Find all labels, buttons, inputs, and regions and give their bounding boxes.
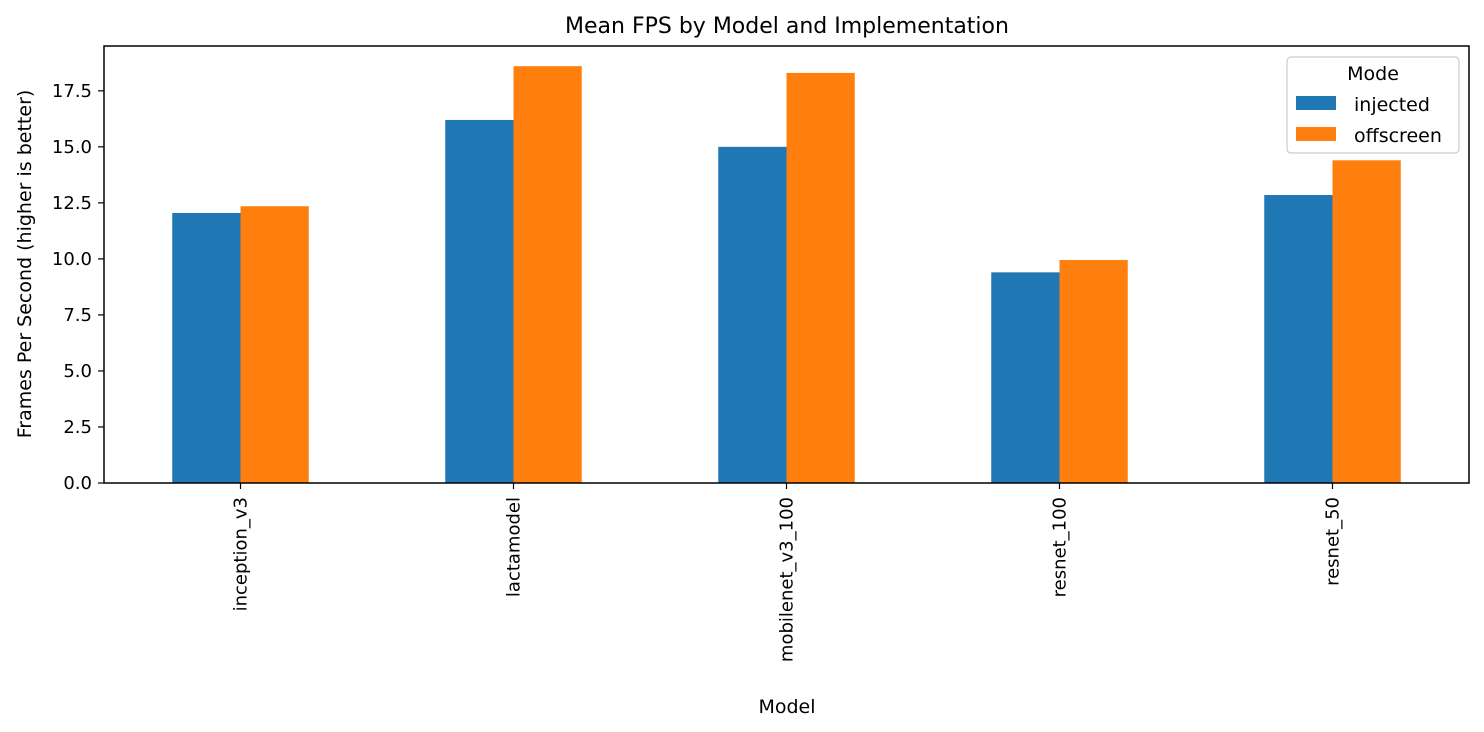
bars-group xyxy=(172,66,1401,484)
y-axis-label: Frames Per Second (higher is better) xyxy=(14,90,36,439)
x-axis-label: Model xyxy=(758,696,815,718)
y-tick-label: 0.0 xyxy=(63,473,92,494)
legend-label-injected: injected xyxy=(1354,94,1430,116)
bar-mobilenet_v3_100-offscreen xyxy=(786,72,855,484)
bar-resnet_100-offscreen xyxy=(1059,260,1128,483)
chart-title: Mean FPS by Model and Implementation xyxy=(565,14,1009,39)
y-tick-label: 15.0 xyxy=(52,137,92,158)
y-tick-label: 17.5 xyxy=(52,81,92,102)
y-tick-label: 12.5 xyxy=(52,193,92,214)
legend-swatch-injected xyxy=(1296,96,1336,110)
y-tick-label: 5.0 xyxy=(63,361,92,382)
x-tick-label-resnet_100: resnet_100 xyxy=(1050,497,1071,597)
bar-lactamodel-offscreen xyxy=(513,66,582,484)
x-tick-label-inception_v3: inception_v3 xyxy=(231,497,252,611)
x-tick-label-resnet_50: resnet_50 xyxy=(1323,497,1344,586)
bar-mobilenet_v3_100-injected xyxy=(718,146,787,483)
x-tick-label-lactamodel: lactamodel xyxy=(504,497,525,597)
legend-swatch-offscreen xyxy=(1296,127,1336,141)
bar-resnet_50-injected xyxy=(1264,195,1333,483)
y-axis-ticks: 0.0 2.5 5.0 7.5 10.0 12.5 15.0 17.5 xyxy=(52,81,104,494)
bar-lactamodel-injected xyxy=(445,119,514,483)
y-tick-label: 2.5 xyxy=(63,417,92,438)
x-axis-ticks: inception_v3 lactamodel mobilenet_v3_100 re… xyxy=(231,483,1344,662)
bar-resnet_100-injected xyxy=(991,272,1060,483)
legend-title: Mode xyxy=(1347,63,1399,85)
x-tick-label-mobilenet_v3_100: mobilenet_v3_100 xyxy=(777,497,798,662)
bar-resnet_50-offscreen xyxy=(1332,160,1401,484)
plot-frame xyxy=(103,45,1470,484)
legend-label-offscreen: offscreen xyxy=(1354,125,1442,147)
legend: Mode injected offscreen xyxy=(1286,56,1460,154)
y-tick-label: 10.0 xyxy=(52,249,92,270)
y-tick-label: 7.5 xyxy=(63,305,92,326)
bar-inception_v3-offscreen xyxy=(240,206,309,483)
bar-inception_v3-injected xyxy=(172,212,241,483)
